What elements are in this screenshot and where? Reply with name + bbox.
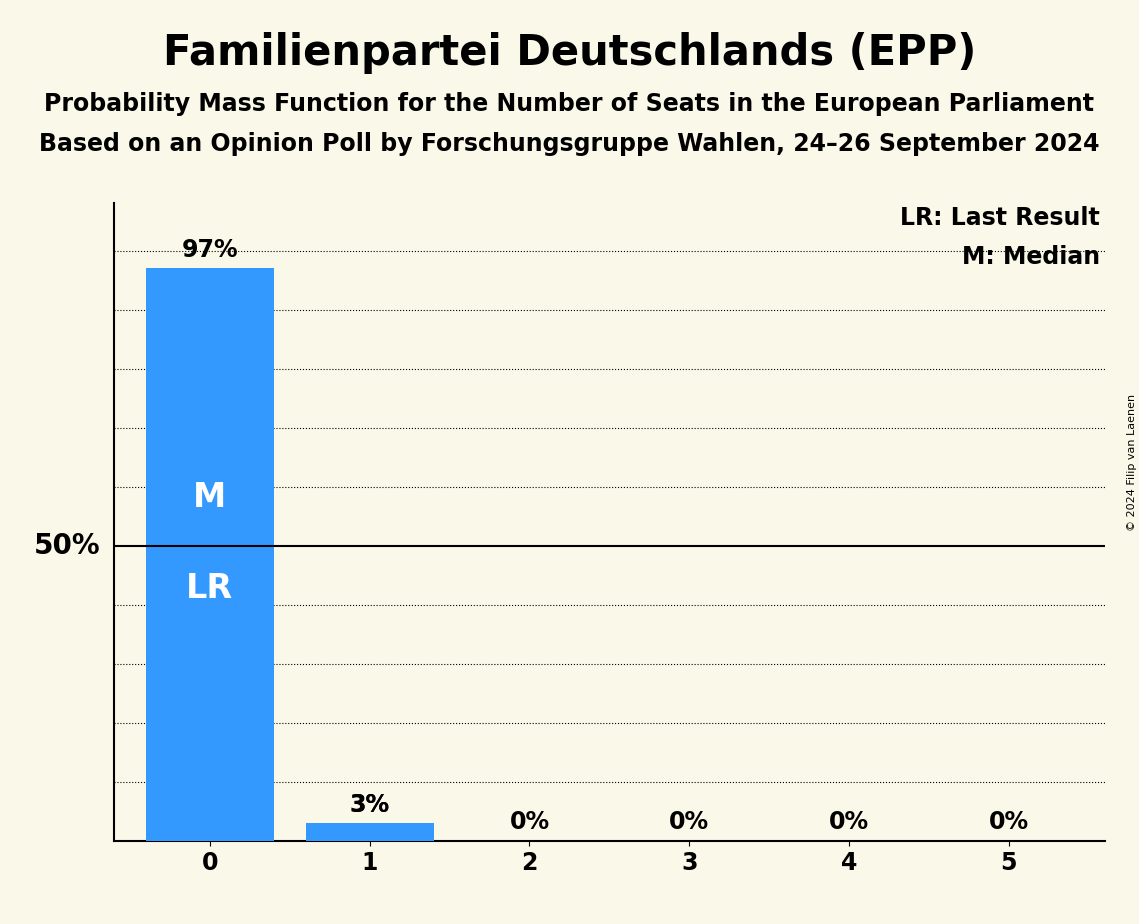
Bar: [146, 268, 273, 841]
Text: Familienpartei Deutschlands (EPP): Familienpartei Deutschlands (EPP): [163, 32, 976, 74]
Text: 97%: 97%: [181, 238, 238, 262]
Text: 50%: 50%: [33, 531, 100, 560]
Text: 0%: 0%: [509, 809, 549, 833]
Text: M: Median: M: Median: [961, 245, 1100, 269]
Text: 3%: 3%: [350, 793, 390, 817]
Text: 3%: 3%: [350, 793, 390, 817]
Text: © 2024 Filip van Laenen: © 2024 Filip van Laenen: [1126, 394, 1137, 530]
Text: M: M: [194, 480, 227, 514]
Text: 0%: 0%: [670, 809, 710, 833]
Text: Based on an Opinion Poll by Forschungsgruppe Wahlen, 24–26 September 2024: Based on an Opinion Poll by Forschungsgr…: [39, 132, 1100, 156]
Text: Probability Mass Function for the Number of Seats in the European Parliament: Probability Mass Function for the Number…: [44, 92, 1095, 116]
Text: LR: Last Result: LR: Last Result: [900, 206, 1100, 230]
Text: LR: LR: [187, 572, 233, 605]
Text: 0%: 0%: [989, 809, 1029, 833]
Text: 0%: 0%: [829, 809, 869, 833]
Bar: [305, 823, 434, 841]
